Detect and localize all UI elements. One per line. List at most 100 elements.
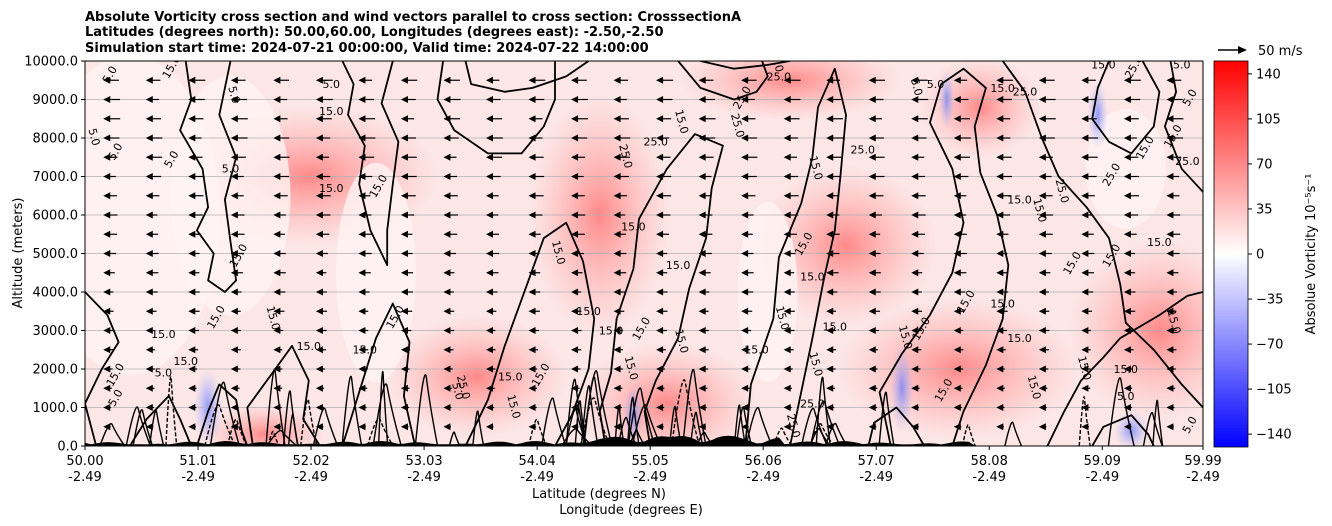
- wind-vector-head: [400, 288, 408, 296]
- wind-vector: [400, 327, 412, 334]
- wind-vector-head: [358, 365, 366, 373]
- contour-label: 15.0: [823, 321, 848, 334]
- wind-vector-head: [741, 96, 749, 103]
- wind-vector-head: [613, 134, 621, 142]
- wind-vector: [103, 423, 111, 431]
- contour-line: [668, 405, 682, 446]
- wind-vector-head: [698, 96, 706, 103]
- wind-vector: [145, 230, 159, 238]
- wind-vector: [145, 365, 156, 373]
- wind-vector: [103, 115, 121, 123]
- wind-vector: [1038, 327, 1050, 334]
- wind-vector: [698, 96, 715, 103]
- contour-line: [617, 416, 637, 446]
- wind-vector: [1166, 250, 1180, 257]
- wind-vector-head: [698, 307, 706, 315]
- wind-vector: [1038, 153, 1053, 161]
- wind-vector: [230, 365, 241, 373]
- wind-vector: [188, 230, 202, 238]
- contour-line: [565, 408, 588, 446]
- wind-vector: [230, 230, 245, 238]
- wind-vector-head: [1166, 365, 1174, 373]
- wind-vector: [103, 269, 115, 277]
- wind-vector: [1123, 134, 1137, 142]
- wind-vector-head: [613, 250, 621, 257]
- field-blob-weak: [170, 75, 291, 316]
- wind-vector-head: [698, 153, 706, 161]
- contour-label: 25.0: [644, 136, 669, 149]
- wind-vector: [103, 96, 121, 103]
- wind-vector: [741, 211, 754, 219]
- wind-vector-head: [1166, 346, 1174, 354]
- wind-vector: [571, 423, 579, 431]
- wind-vector-head: [315, 230, 323, 238]
- wind-vector-head: [315, 269, 323, 277]
- wind-vector-head: [613, 96, 621, 103]
- wind-vector-head: [826, 173, 834, 180]
- wind-vector-head: [953, 288, 961, 296]
- colorbar-tick-label: −35: [1256, 293, 1283, 308]
- wind-vector-head: [1038, 269, 1046, 277]
- contour-line: [246, 345, 321, 446]
- wind-vector-head: [868, 307, 876, 315]
- wind-vector-head: [1123, 192, 1131, 200]
- wind-vector-head: [145, 307, 153, 315]
- wind-vector: [1081, 269, 1094, 277]
- wind-vector-head: [486, 269, 494, 277]
- x-tick-label-lon: -2.49: [633, 470, 667, 485]
- wind-vector: [528, 211, 543, 219]
- wind-vector: [911, 134, 927, 142]
- wind-vector: [1081, 423, 1089, 431]
- chart-title-line-2: Latitudes (degrees north): 50.00,60.00, …: [85, 25, 664, 40]
- wind-vector-head: [145, 153, 153, 161]
- contour-label: 25.0: [1175, 155, 1200, 168]
- wind-vector: [273, 230, 285, 238]
- wind-vector: [486, 192, 499, 200]
- wind-vector-head: [1166, 153, 1174, 161]
- wind-vector-head: [571, 76, 579, 84]
- wind-vector-head: [273, 365, 281, 373]
- wind-vector-head: [273, 115, 281, 123]
- wind-vector: [953, 346, 964, 354]
- wind-vector: [188, 269, 200, 277]
- wind-vector-head: [571, 96, 579, 103]
- wind-vector-head: [1081, 404, 1089, 411]
- wind-vector: [103, 230, 118, 238]
- contour-label: 15.0: [1114, 363, 1139, 376]
- wind-vector-head: [911, 346, 919, 354]
- wind-vector-head: [273, 76, 281, 84]
- wind-vector-head: [613, 173, 621, 180]
- wind-vector: [273, 115, 288, 123]
- wind-vector-head: [358, 327, 366, 334]
- wind-vector-head: [953, 192, 961, 200]
- wind-vector-head: [783, 365, 791, 373]
- wind-vector-head: [911, 96, 919, 103]
- wind-vector-head: [486, 211, 494, 219]
- y-tick-label: 9000.0: [33, 93, 79, 108]
- wind-vector: [613, 230, 626, 238]
- wind-vector-head: [145, 365, 153, 373]
- wind-vector-head: [826, 230, 834, 238]
- wind-vector: [273, 365, 283, 373]
- wind-vector-head: [103, 327, 111, 334]
- wind-vector: [443, 250, 456, 257]
- wind-vector: [400, 115, 415, 123]
- wind-vector: [358, 404, 367, 411]
- wind-vector: [1166, 96, 1183, 103]
- contour-label: 5.0: [449, 381, 466, 401]
- wind-vector: [528, 327, 540, 334]
- wind-vector-head: [698, 269, 706, 277]
- contour-label: 15.0: [800, 270, 825, 283]
- contour-label: 15.0: [990, 297, 1015, 310]
- wind-vector: [145, 423, 154, 431]
- wind-vector: [868, 269, 881, 277]
- wind-vector: [571, 404, 579, 411]
- wind-vector: [783, 404, 792, 411]
- wind-vector-head: [1166, 211, 1174, 219]
- wind-vector: [656, 365, 665, 373]
- wind-vector: [656, 346, 666, 354]
- wind-vector: [911, 230, 925, 238]
- wind-vector: [571, 76, 587, 84]
- wind-vector: [656, 153, 671, 161]
- wind-vector-head: [613, 288, 621, 296]
